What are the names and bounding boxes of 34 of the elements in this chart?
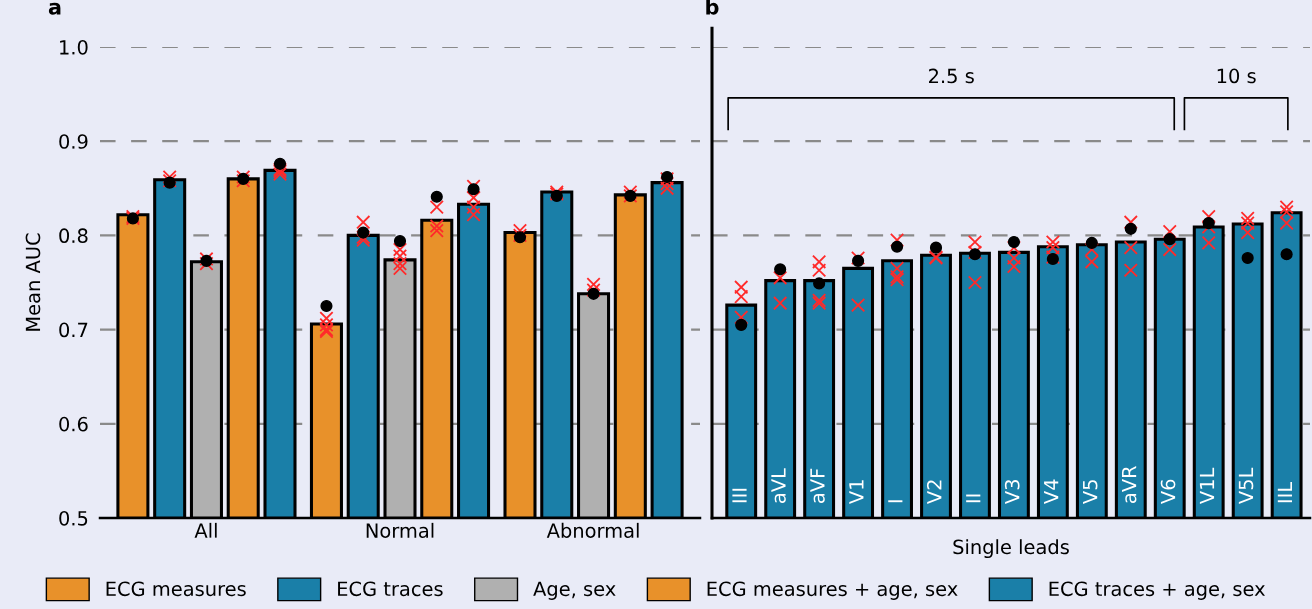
annotation: 10 s [1217, 68, 1256, 84]
x-tick-label: V5 [1083, 480, 1098, 504]
y-tick-label: 1.0 [60, 39, 88, 55]
x-tick-label: V6 [1160, 479, 1176, 504]
x-tick-label: I [888, 500, 903, 503]
x-tick-label: V4 [1044, 479, 1059, 504]
x-tick-label: V5L [1238, 467, 1254, 504]
legend-label: ECG measures [106, 581, 246, 597]
annotation: 2.5 s [929, 68, 974, 84]
y-tick-label: 0.7 [59, 322, 88, 338]
x-tick-label: V2 [926, 480, 942, 504]
legend-label: ECG traces [338, 581, 443, 597]
legend-label: Age, sex [533, 581, 616, 600]
y-tick-label: 0.9 [59, 134, 88, 149]
x-axis-title: Single leads [953, 539, 1069, 559]
x-tick-label: IIL [1277, 481, 1292, 503]
x-tick-label: V1 [849, 480, 864, 504]
y-axis-title: Mean AUC [25, 233, 41, 331]
x-tick-label: Abnormal [546, 522, 639, 538]
legend-label: ECG traces + age, sex [1049, 581, 1265, 600]
x-tick-label: aVF [810, 468, 825, 503]
y-tick-label: 0.8 [59, 228, 88, 244]
x-tick-label: V1L [1199, 467, 1215, 504]
x-tick-label: II [966, 494, 981, 503]
x-tick-label: All [194, 522, 217, 538]
y-tick-label: 0.5 [59, 510, 88, 526]
chart-title: a [48, 2, 61, 15]
x-tick-label: V3 [1004, 480, 1020, 504]
legend-label: ECG measures + age, sex [707, 581, 958, 600]
x-tick-label: aVR [1121, 465, 1137, 503]
x-tick-label: aVL [771, 468, 786, 503]
x-tick-label: III [732, 488, 747, 503]
y-tick-label: 0.6 [59, 416, 88, 432]
x-tick-label: Normal [366, 522, 434, 538]
